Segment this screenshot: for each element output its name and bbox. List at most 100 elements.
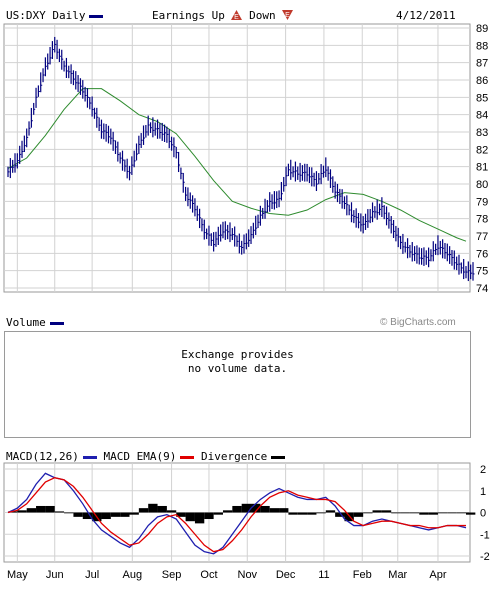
divergence-bar [232, 505, 242, 513]
divergence-bar [157, 505, 167, 513]
x-tick-label: Jun [46, 569, 64, 581]
volume-title: Volume [6, 316, 64, 329]
divergence-bar [409, 512, 420, 514]
earnings-down-label: Down [249, 9, 276, 22]
x-axis-labels: May Jun Jul Aug Sep Oct Nov Dec 11 Feb Mar Apr [7, 569, 447, 581]
divergence-bar [335, 512, 345, 517]
earnings-legend: Earnings Up E Down E [152, 9, 294, 22]
price-plot-area [3, 23, 471, 293]
x-tick-label: Dec [276, 569, 296, 581]
divergence-label: Divergence [200, 450, 268, 463]
price-tick-label: 86 [476, 75, 488, 87]
price-tick-label: 80 [476, 179, 488, 191]
svg-text:E: E [235, 14, 240, 20]
ema-legend-swatch [180, 455, 195, 459]
earnings-down-icon: E [282, 10, 294, 20]
macd-y-axis: -2 -1 0 1 2 [480, 464, 490, 563]
divergence-bar [372, 510, 382, 513]
price-tick-label: 89 [476, 23, 488, 35]
price-tick-label: 76 [476, 248, 488, 260]
price-tick-label: 88 [476, 40, 488, 52]
divergence-bar [381, 510, 392, 513]
price-tick-label: 79 [476, 196, 488, 208]
volume-label: Volume [6, 316, 46, 329]
symbol-label: US:DXY Daily [6, 9, 86, 22]
x-tick-label: Jul [85, 569, 99, 581]
price-tick-label: 81 [476, 162, 488, 174]
divergence-bar [241, 503, 252, 513]
divergence-legend-swatch [271, 455, 286, 459]
macd-label: MACD(12,26) [6, 450, 79, 463]
divergence-bar [353, 512, 364, 517]
price-tick-label: 78 [476, 214, 488, 226]
divergence-bar [213, 512, 223, 515]
divergence-bar [251, 503, 261, 513]
price-tick-label: 87 [476, 58, 488, 70]
volume-message-line2: no volume data. [187, 362, 288, 375]
divergence-bar [344, 512, 354, 522]
macd-legend-swatch [82, 455, 97, 459]
divergence-bar [26, 508, 37, 513]
divergence-bar [279, 508, 289, 513]
x-tick-label: 11 [318, 569, 329, 581]
divergence-bar [82, 512, 93, 520]
macd-chart: -2 -1 0 1 2 May Jun Jul Aug Sep Oct Nov Dec 11 Feb Mar… [3, 462, 490, 581]
price-y-axis: 74 75 76 77 78 79 80 81 82 83 84 85 86 87 88 89 [476, 23, 488, 295]
macd-tick-label: -2 [480, 551, 490, 563]
divergence-bar [64, 512, 74, 514]
price-chart: 74 75 76 77 78 79 80 81 82 83 84 85 86 87 88 89 [3, 23, 488, 295]
earnings-up-icon: E [231, 10, 243, 21]
divergence-bar [428, 512, 438, 515]
divergence-bar [101, 512, 111, 520]
divergence-bar [363, 512, 373, 514]
macd-tick-label: 0 [480, 508, 486, 520]
divergence-bar [437, 512, 448, 514]
divergence-bar [400, 512, 410, 514]
x-tick-label: Nov [238, 569, 258, 581]
divergence-bar [194, 512, 205, 524]
macd-tick-label: 2 [480, 464, 486, 476]
divergence-bar [269, 508, 280, 513]
price-tick-label: 75 [476, 266, 488, 278]
divergence-bar [222, 510, 233, 513]
divergence-bar [129, 512, 139, 515]
macd-tick-label: -1 [480, 529, 490, 541]
price-tick-label: 82 [476, 144, 488, 156]
divergence-bar [204, 512, 214, 520]
divergence-bar [36, 505, 46, 513]
bigcharts-watermark: © BigCharts.com [380, 317, 456, 328]
divergence-bar [307, 512, 317, 515]
divergence-bar [260, 505, 270, 513]
divergence-bar [456, 512, 466, 514]
earnings-label: Earnings [152, 9, 205, 22]
macd-legend: MACD(12,26) MACD EMA(9) Divergence [6, 450, 286, 463]
divergence-bar [391, 512, 401, 514]
x-tick-label: Feb [353, 569, 372, 581]
divergence-bar [45, 505, 55, 513]
divergence-series [8, 503, 476, 524]
x-tick-label: Sep [162, 569, 182, 581]
price-grid [4, 24, 470, 292]
divergence-bar [73, 512, 83, 517]
divergence-bar [447, 512, 457, 514]
x-tick-label: Oct [200, 569, 217, 581]
moving-average-line [7, 88, 467, 242]
divergence-bar [316, 512, 326, 514]
divergence-bar [288, 512, 298, 515]
price-tick-label: 74 [476, 283, 488, 295]
earnings-up-label: Up [211, 9, 225, 22]
volume-legend-swatch [49, 321, 64, 325]
volume-message-line1: Exchange provides [181, 348, 294, 361]
price-series [7, 36, 475, 282]
divergence-bar [185, 512, 195, 522]
divergence-bar [138, 508, 149, 513]
x-tick-label: May [7, 569, 28, 581]
volume-panel: Exchange provides no volume data. [4, 331, 471, 438]
divergence-bar [54, 511, 65, 513]
divergence-bar [176, 512, 186, 517]
macd-ema-label: MACD EMA(9) [103, 450, 177, 463]
divergence-bar [166, 510, 177, 513]
price-tick-label: 85 [476, 92, 488, 104]
price-tick-label: 84 [476, 110, 488, 122]
symbol-title: US:DXY Daily [6, 9, 104, 22]
